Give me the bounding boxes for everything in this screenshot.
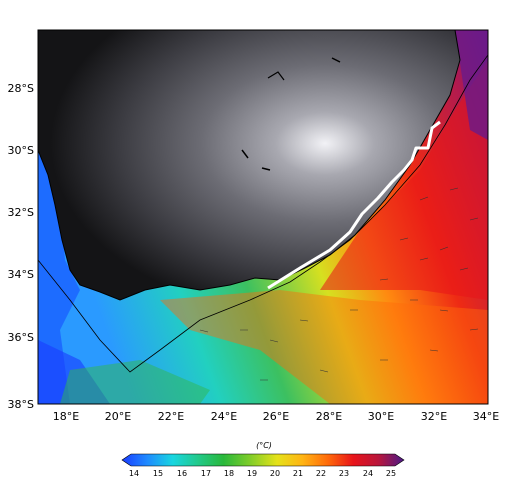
lat-tick-36s: 36°S <box>8 331 34 344</box>
colorbar-strip <box>121 453 405 467</box>
lake-marker <box>267 71 285 81</box>
colorbar-tick: 14 <box>129 469 139 478</box>
agulhas-current-core <box>320 60 488 300</box>
map-plot-area <box>38 30 488 404</box>
lake-marker <box>241 149 249 159</box>
lake-marker <box>261 167 271 171</box>
lon-tick-34e: 34°E <box>473 410 499 423</box>
colorbar-tick: 17 <box>201 469 211 478</box>
lon-tick-18e: 18°E <box>53 410 79 423</box>
lon-tick-26e: 26°E <box>263 410 289 423</box>
current-vector-field <box>199 187 479 381</box>
lat-tick-30s: 30°S <box>8 144 34 157</box>
lon-tick-30e: 30°E <box>368 410 394 423</box>
latitude-ticks: 28°S 30°S 32°S 34°S 36°S 38°S <box>8 82 34 411</box>
longitude-ticks: 18°E 20°E 22°E 24°E 26°E 28°E 30°E 32°E … <box>53 410 499 423</box>
lon-tick-20e: 20°E <box>105 410 131 423</box>
cool-green-region <box>60 360 210 404</box>
lat-tick-34s: 34°S <box>8 268 34 281</box>
coastline <box>38 30 461 301</box>
lon-tick-32e: 32°E <box>421 410 447 423</box>
ship-track <box>267 120 441 290</box>
colorbar-tick: 22 <box>316 469 326 478</box>
south-africa-land <box>38 30 460 300</box>
lat-tick-28s: 28°S <box>8 82 34 95</box>
colorbar-unit: (°C) <box>256 441 272 450</box>
colorbar-tick: 15 <box>153 469 163 478</box>
colorbar-tick: 18 <box>224 469 234 478</box>
colorbar-tick: 23 <box>339 469 349 478</box>
colorbar-tick: 20 <box>270 469 280 478</box>
lon-tick-24e: 24°E <box>211 410 237 423</box>
colorbar-tick: 16 <box>177 469 187 478</box>
lon-tick-28e: 28°E <box>316 410 342 423</box>
colorbar-tick: 24 <box>363 469 373 478</box>
colorbar-tick: 19 <box>247 469 257 478</box>
colorbar-tick: 21 <box>293 469 303 478</box>
colorbar-tick: 25 <box>386 469 396 478</box>
cold-upwelling-region <box>38 150 80 404</box>
lake-marker <box>331 57 341 63</box>
warm-northeast-region <box>455 30 488 140</box>
shelf-contour <box>38 54 488 373</box>
map-frame <box>37 29 489 405</box>
retroflection-warm-region <box>160 290 488 404</box>
colorbar: (°C) 14 15 16 17 18 19 20 21 22 23 24 25 <box>121 441 405 478</box>
lon-tick-22e: 22°E <box>158 410 184 423</box>
lat-tick-38s: 38°S <box>8 398 34 411</box>
lat-tick-32s: 32°S <box>8 206 34 219</box>
